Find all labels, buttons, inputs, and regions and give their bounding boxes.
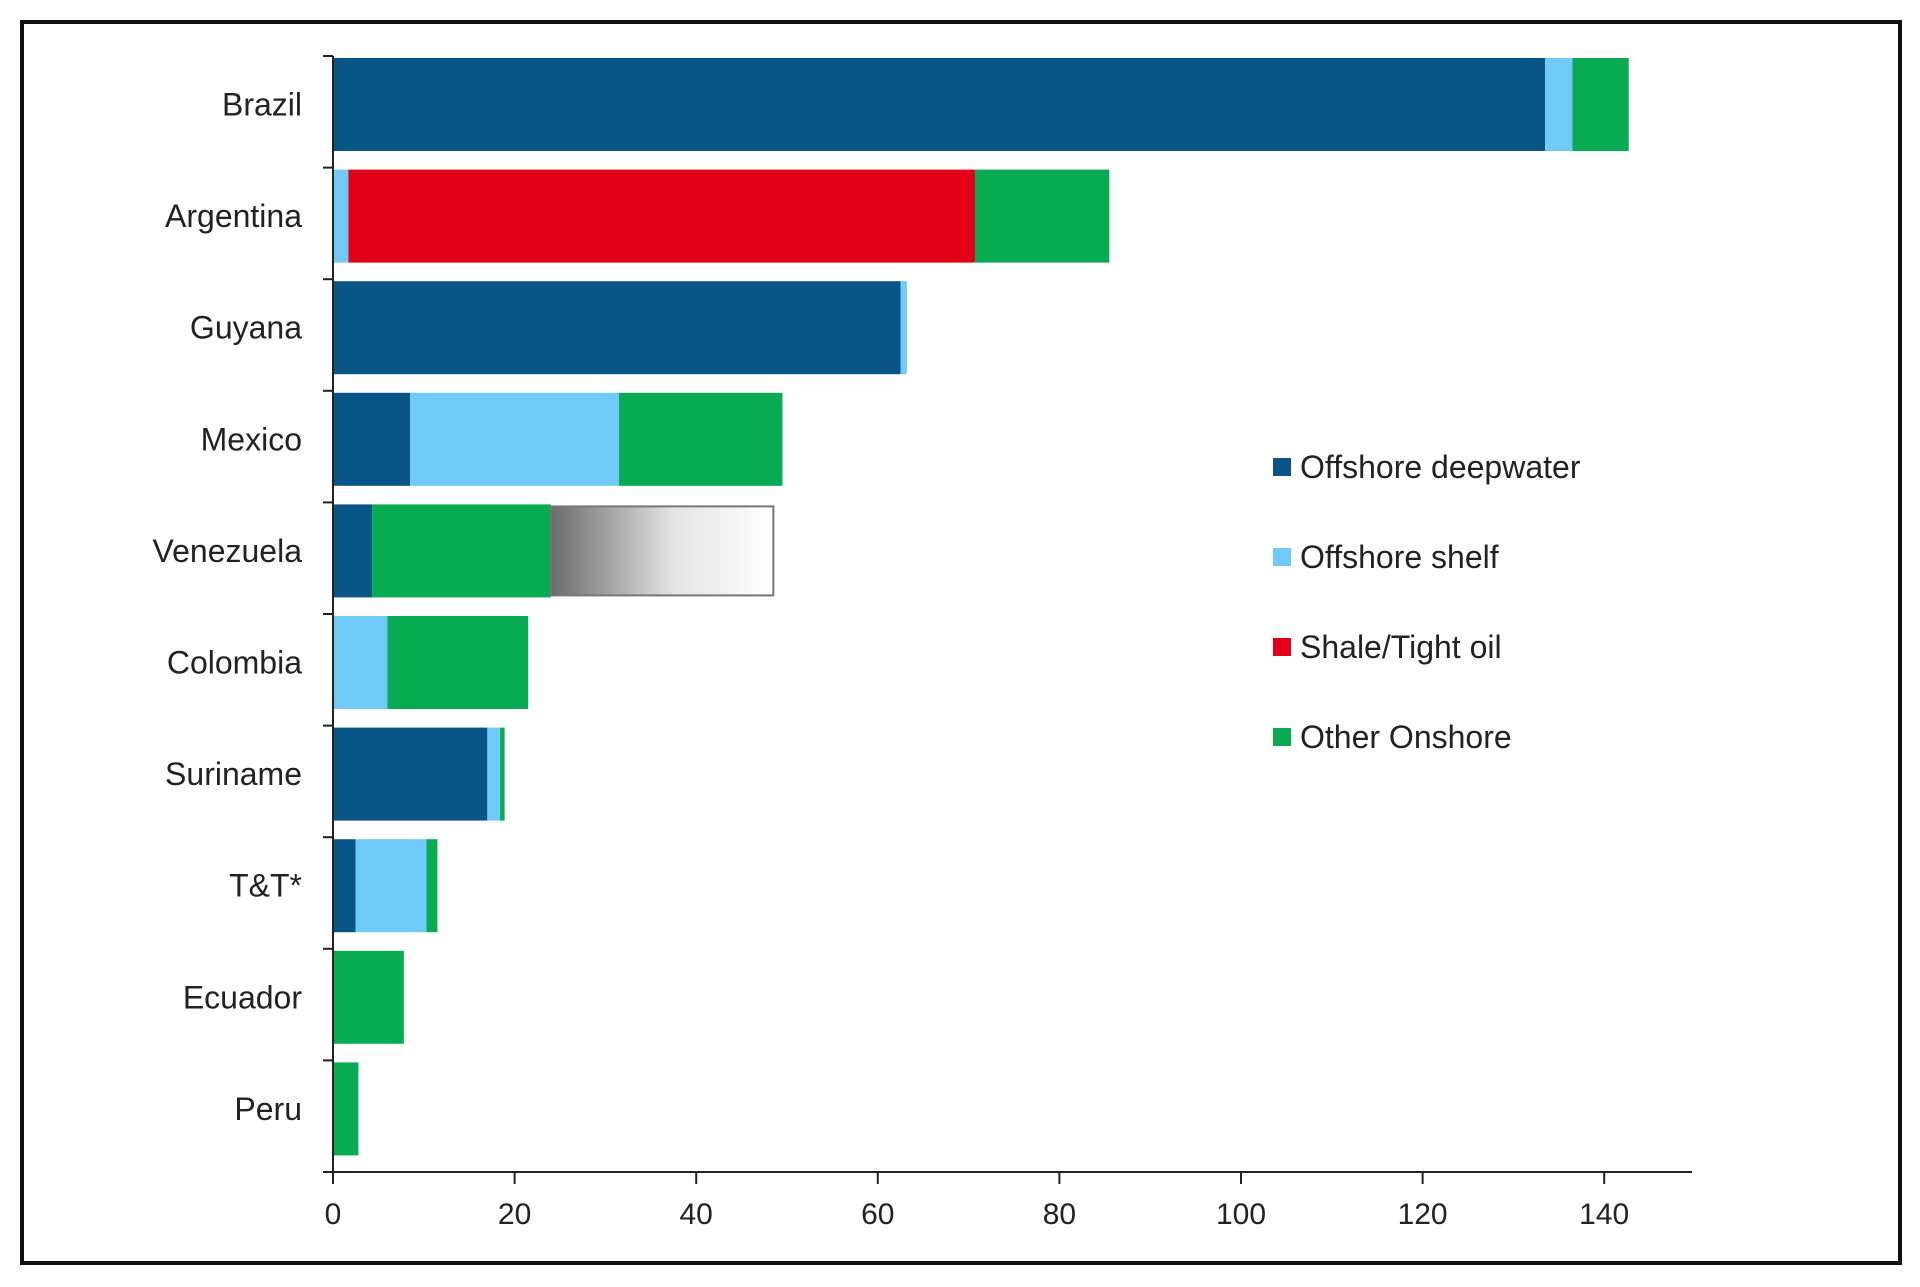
legend-swatch bbox=[1273, 458, 1291, 476]
bar-segment bbox=[333, 169, 349, 263]
category-label: Mexico bbox=[201, 421, 302, 457]
x-tick-label: 20 bbox=[498, 1198, 531, 1231]
legend-swatch bbox=[1273, 728, 1291, 746]
bar-segment bbox=[619, 392, 783, 486]
bar-segment bbox=[1572, 58, 1629, 151]
bar-segment bbox=[333, 58, 1546, 151]
x-tick-label: 60 bbox=[861, 1198, 894, 1231]
category-label: Ecuador bbox=[183, 979, 303, 1015]
bar-segment bbox=[974, 169, 1110, 263]
category-label: T&T* bbox=[229, 868, 302, 904]
legend-label: Other Onshore bbox=[1300, 719, 1512, 755]
legend: Offshore deepwater Offshore shelf Shale/Ti… bbox=[1273, 449, 1581, 755]
x-tick-label: 100 bbox=[1216, 1198, 1266, 1231]
bars-layer bbox=[333, 58, 1629, 1156]
bar-segment bbox=[387, 616, 529, 709]
bar-segment bbox=[333, 281, 901, 375]
bar-segment bbox=[426, 839, 438, 933]
x-tick-label: 140 bbox=[1579, 1198, 1629, 1231]
x-tick-label: 0 bbox=[325, 1198, 342, 1231]
category-label: Colombia bbox=[167, 645, 302, 681]
axes-layer bbox=[323, 55, 1692, 1184]
legend-label: Offshore shelf bbox=[1300, 539, 1499, 575]
legend-label: Offshore deepwater bbox=[1300, 449, 1581, 485]
legend-swatch bbox=[1273, 638, 1291, 656]
bar-segment bbox=[333, 616, 388, 709]
bar-segment bbox=[333, 504, 373, 598]
bar-segment bbox=[348, 169, 975, 263]
bar-segment bbox=[500, 727, 505, 821]
bar-segment bbox=[900, 281, 907, 375]
bar-segment bbox=[1545, 58, 1573, 151]
x-tick-label: 40 bbox=[680, 1198, 713, 1231]
bar-segment bbox=[410, 392, 620, 486]
category-label: Peru bbox=[234, 1091, 302, 1127]
bar-segment bbox=[333, 1062, 359, 1156]
category-label: Argentina bbox=[165, 198, 302, 234]
category-label: Venezuela bbox=[153, 533, 303, 569]
labels-layer: Brazil Argentina Guyana Mexico Venezuela Colo… bbox=[153, 87, 1630, 1232]
category-label: Guyana bbox=[190, 310, 302, 346]
legend-label: Shale/Tight oil bbox=[1300, 629, 1502, 665]
unlabeled-bar-segment bbox=[549, 505, 775, 597]
bar-segment bbox=[487, 727, 501, 821]
x-tick-label: 80 bbox=[1043, 1198, 1076, 1231]
bar-segment bbox=[333, 950, 404, 1044]
bar-segment bbox=[355, 839, 427, 933]
bar-segment bbox=[333, 392, 411, 486]
category-label: Suriname bbox=[165, 756, 302, 792]
legend-swatch bbox=[1273, 548, 1291, 566]
x-tick-label: 120 bbox=[1398, 1198, 1448, 1231]
category-label: Brazil bbox=[222, 87, 302, 123]
bar-segment bbox=[333, 727, 488, 821]
bar-segment bbox=[333, 839, 356, 933]
bar-segment bbox=[372, 504, 551, 598]
